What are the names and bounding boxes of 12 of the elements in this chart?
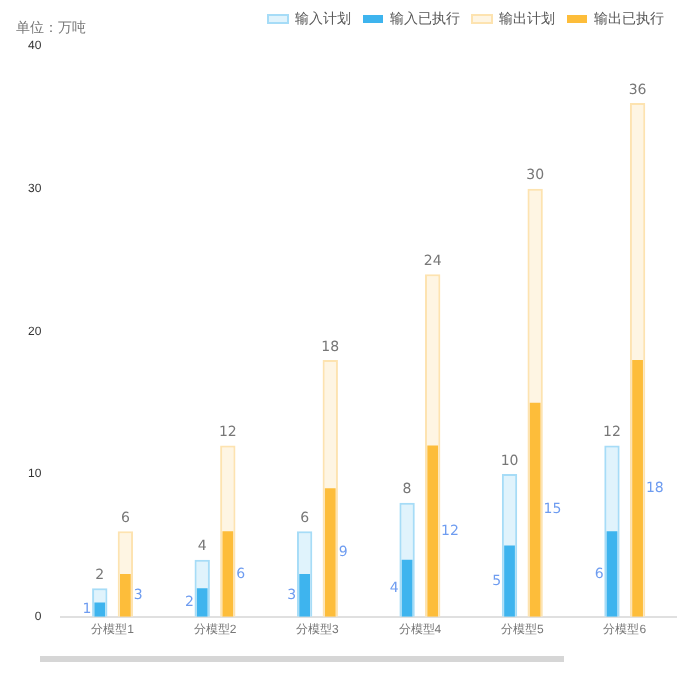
bar xyxy=(299,573,311,617)
bar xyxy=(606,531,618,617)
bar xyxy=(632,359,643,617)
bar xyxy=(222,531,234,617)
bar xyxy=(427,445,439,617)
bar xyxy=(504,545,515,617)
bar xyxy=(120,573,131,617)
bar xyxy=(196,588,208,617)
bar xyxy=(94,602,106,617)
bar xyxy=(401,559,413,617)
bar xyxy=(324,488,336,617)
bar xyxy=(529,402,541,617)
